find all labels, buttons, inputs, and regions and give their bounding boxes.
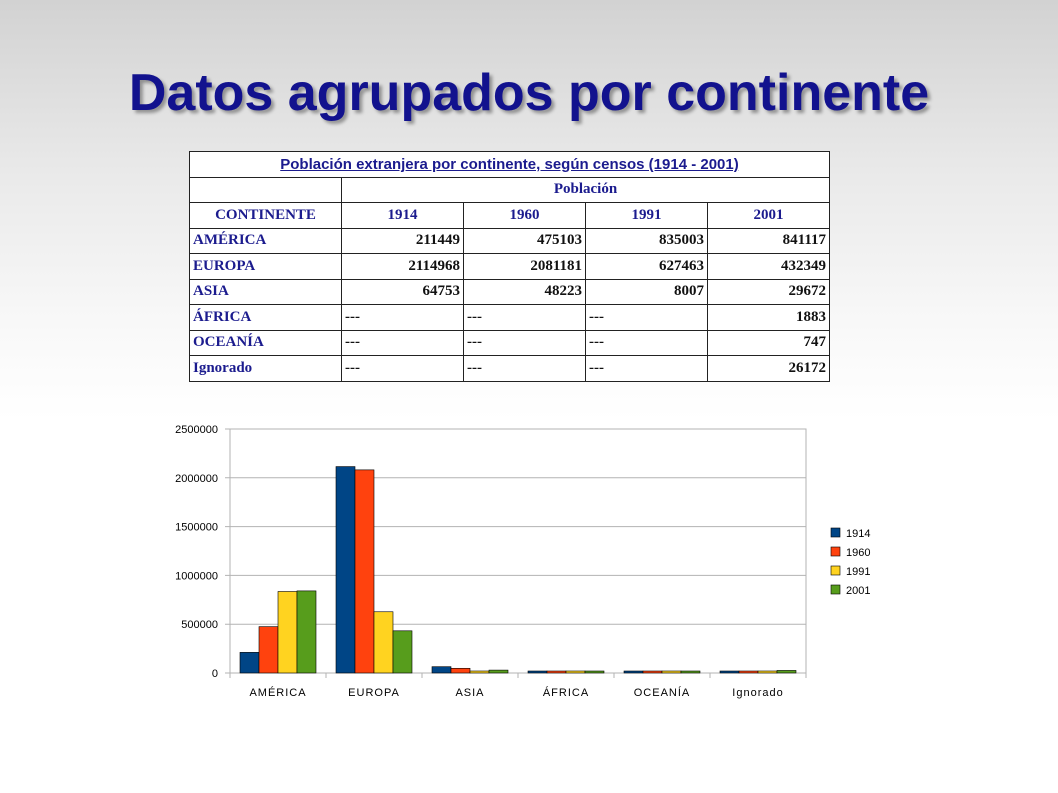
table-cell: --- [341, 329, 464, 356]
table-row-header: CONTINENTE [189, 202, 342, 229]
bar-chart: 0 500000 1000000 1500000 2000000 2500000 AMÉRI… [175, 424, 870, 699]
table-cell: 2081181 [463, 253, 586, 280]
legend-swatch [830, 565, 841, 576]
bar [488, 669, 509, 674]
x-tick-label: ASIA [455, 687, 484, 699]
bar [469, 670, 490, 674]
bar [719, 670, 740, 674]
row-label: EUROPA [189, 253, 342, 280]
table-cell: --- [585, 304, 708, 331]
row-label: ASIA [189, 278, 342, 305]
bar [680, 670, 701, 674]
y-tick-label: 2000000 [175, 473, 218, 485]
legend-label: 1991 [846, 566, 870, 578]
table-cell: --- [463, 355, 586, 382]
table-cell: 835003 [585, 227, 708, 254]
row-label: Ignorado [189, 355, 342, 382]
bar [661, 670, 682, 674]
table-col-header: 1960 [463, 202, 586, 229]
x-tick-label: AMÉRICA [249, 686, 306, 699]
table-cell: --- [463, 329, 586, 356]
slide-title: Datos agrupados por continente [128, 64, 930, 122]
table-header-row: CONTINENTE 1914 1960 1991 2001 [189, 202, 830, 229]
bar [450, 667, 471, 674]
table-group-row: Población [189, 176, 830, 203]
table-cell: --- [585, 329, 708, 356]
y-tick-label: 1000000 [175, 570, 218, 582]
x-tick-label: ÁFRICA [543, 686, 589, 699]
bar [431, 666, 452, 674]
table-cell: 29672 [707, 278, 830, 305]
x-tick-label: Ignorado [732, 687, 783, 699]
table-row: OCEANÍA --- --- --- 747 [189, 329, 830, 356]
bar [258, 626, 279, 674]
table-group-header: Población [341, 176, 830, 203]
table-row: EUROPA 2114968 2081181 627463 432349 [189, 253, 830, 280]
table-cell: 475103 [463, 227, 586, 254]
table-cell: 1883 [707, 304, 830, 331]
table-cell: --- [341, 304, 464, 331]
bar [527, 670, 548, 674]
bar [335, 466, 356, 674]
bar [296, 590, 317, 674]
table-caption-row: Población extranjera por continente, seg… [189, 151, 830, 178]
population-table: Población extranjera por continente, seg… [189, 151, 830, 382]
table-row: ASIA 64753 48223 8007 29672 [189, 278, 830, 305]
table-col-header: 2001 [707, 202, 830, 229]
table-cell: 432349 [707, 253, 830, 280]
legend-swatch [830, 546, 841, 557]
y-tick-label: 1500000 [175, 522, 218, 534]
bar [738, 670, 759, 674]
bar [584, 670, 605, 674]
bar [373, 611, 394, 674]
bar [642, 670, 663, 674]
y-tick-label: 500000 [181, 619, 218, 631]
bar [565, 670, 586, 674]
x-tick-label: EUROPA [348, 687, 400, 699]
legend-label: 1960 [846, 547, 870, 559]
table-cell: 211449 [341, 227, 464, 254]
plot-area [229, 428, 807, 674]
y-tick-label: 2500000 [175, 424, 218, 436]
table-col-header: 1914 [341, 202, 464, 229]
bar [277, 591, 298, 674]
bar [239, 652, 260, 674]
bar [623, 670, 644, 674]
table-cell: 841117 [707, 227, 830, 254]
legend-label: 2001 [846, 585, 870, 597]
legend-swatch [830, 584, 841, 595]
bar [392, 630, 413, 674]
table-caption: Población extranjera por continente, seg… [189, 151, 830, 178]
table-cell: 64753 [341, 278, 464, 305]
table-cell: 2114968 [341, 253, 464, 280]
x-tick-label: OCEANÍA [634, 686, 691, 699]
bar [776, 670, 797, 674]
table-blank-cell [189, 176, 342, 203]
table-row: ÁFRICA --- --- --- 1883 [189, 304, 830, 331]
bar [757, 670, 778, 674]
table-col-header: 1991 [585, 202, 708, 229]
table-cell: --- [463, 304, 586, 331]
table-cell: --- [341, 355, 464, 382]
legend-label: 1914 [846, 528, 870, 540]
row-label: AMÉRICA [189, 227, 342, 254]
y-tick-label: 0 [212, 668, 218, 680]
table-cell: 26172 [707, 355, 830, 382]
table-cell: --- [585, 355, 708, 382]
table-cell: 747 [707, 329, 830, 356]
legend-swatch [830, 527, 841, 538]
table-row: Ignorado --- --- --- 26172 [189, 355, 830, 382]
table-cell: 627463 [585, 253, 708, 280]
table-cell: 48223 [463, 278, 586, 305]
row-label: OCEANÍA [189, 329, 342, 356]
bar [546, 670, 567, 674]
bar [354, 469, 375, 674]
table-row: AMÉRICA 211449 475103 835003 841117 [189, 227, 830, 254]
table-cell: 8007 [585, 278, 708, 305]
row-label: ÁFRICA [189, 304, 342, 331]
